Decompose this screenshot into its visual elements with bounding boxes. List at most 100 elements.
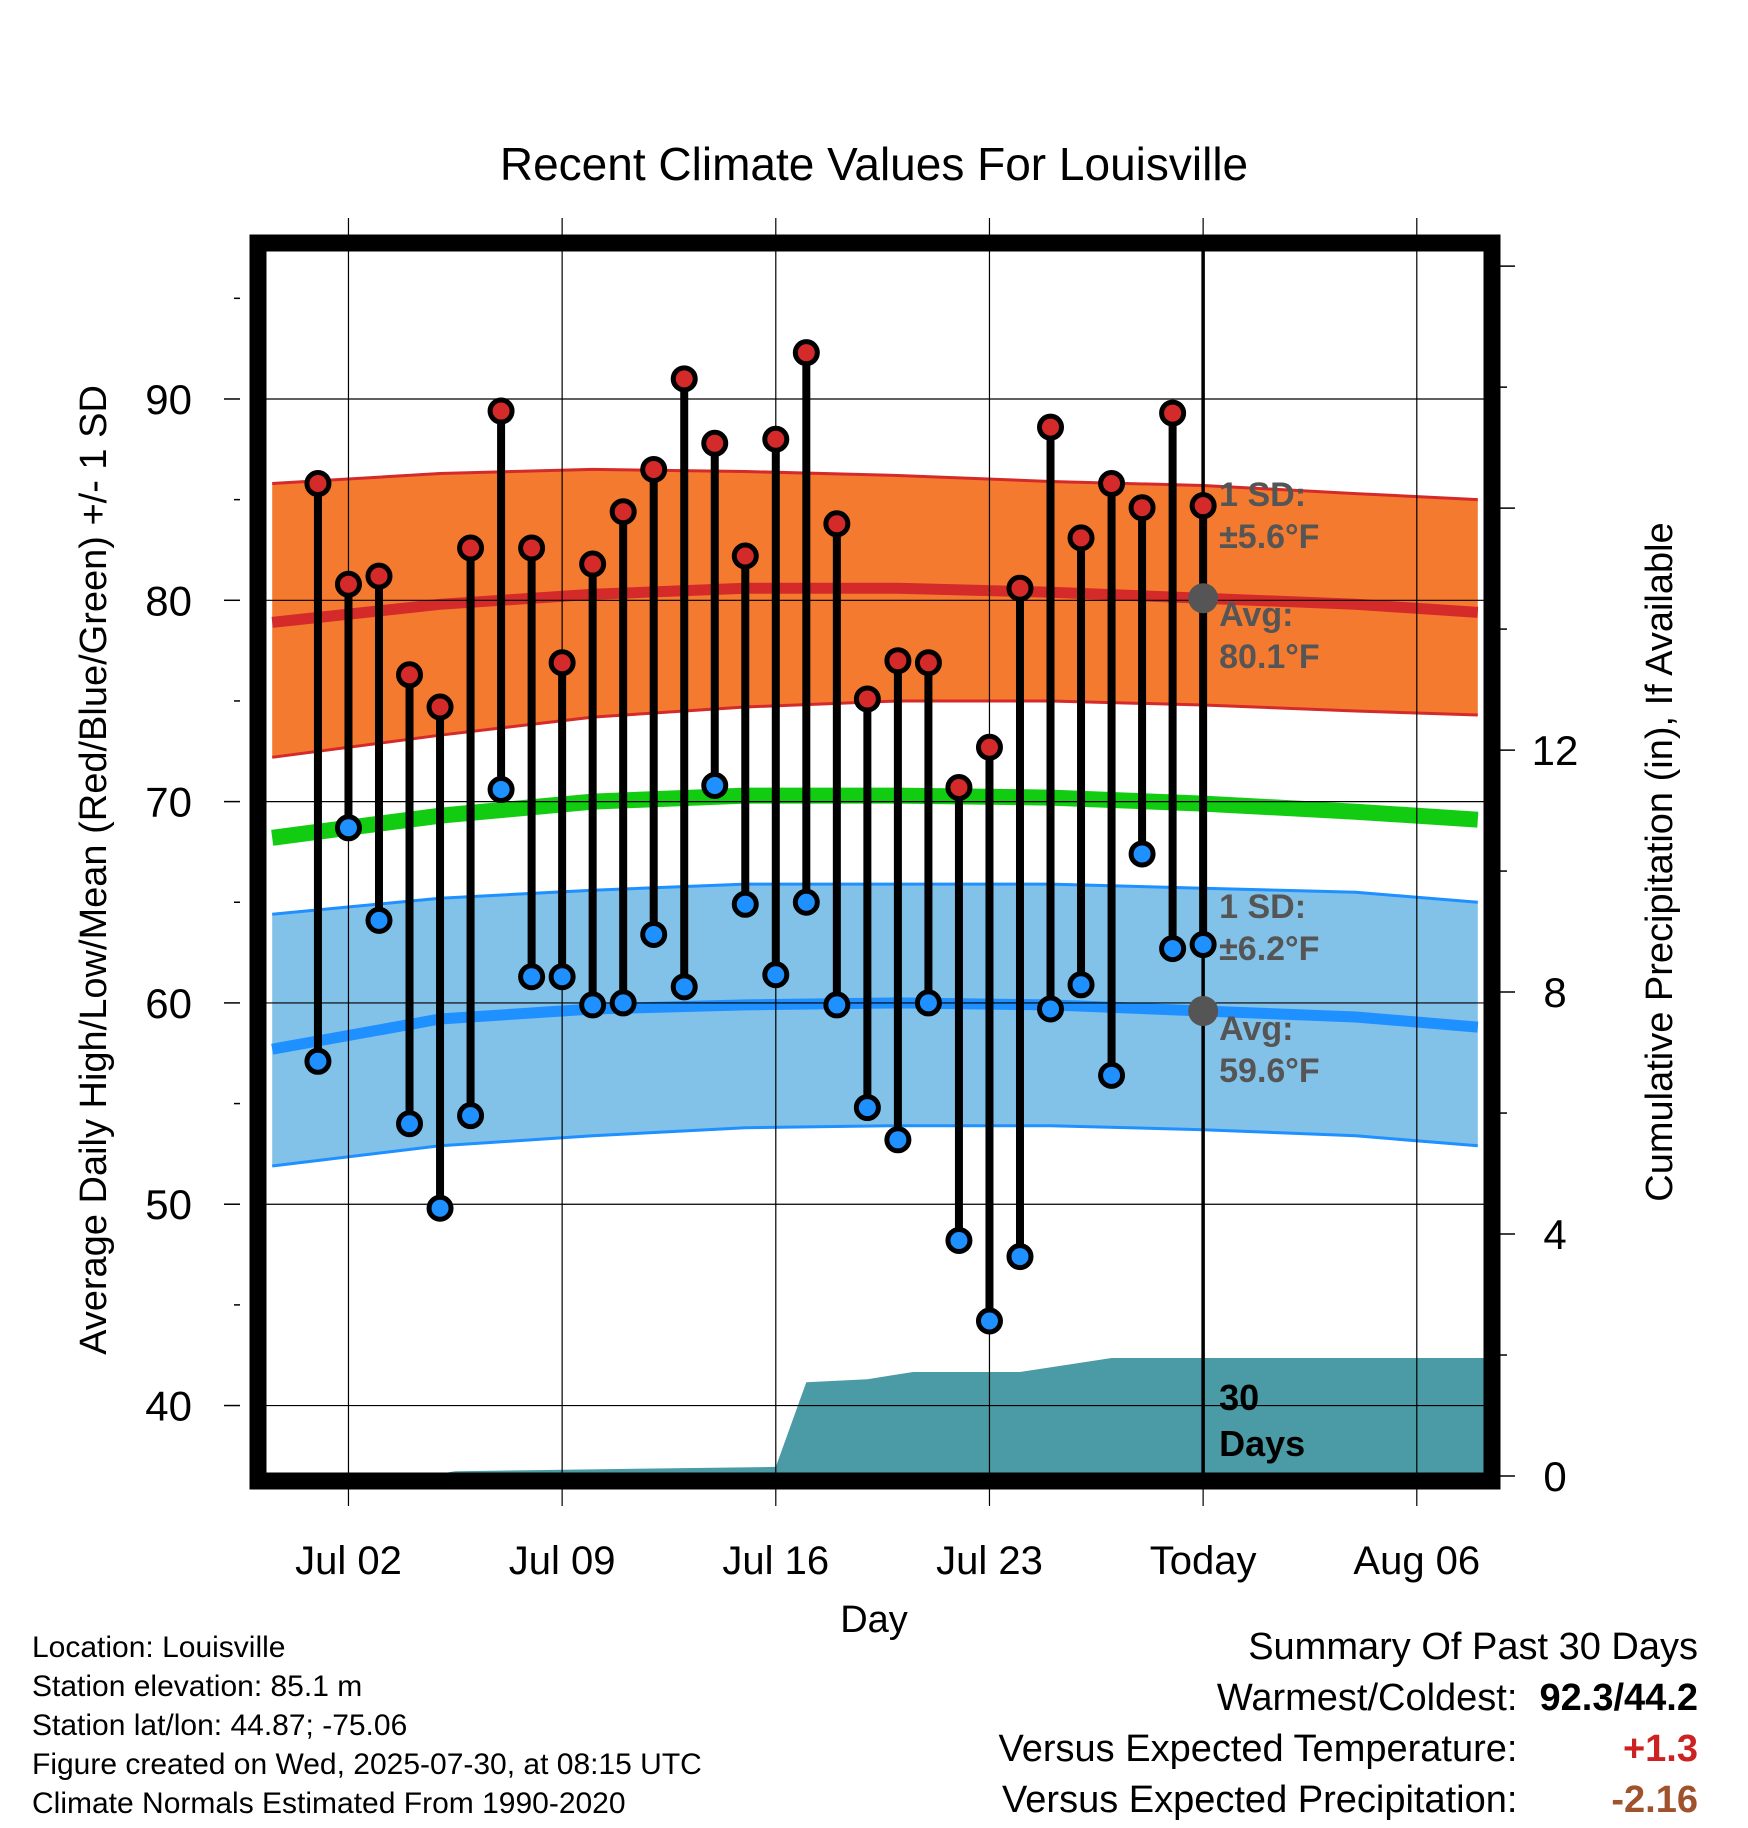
low-avg-label: Avg:: [1219, 1010, 1293, 1048]
precip-area: [263, 1358, 1487, 1476]
plot-frame: [249, 234, 1501, 1490]
y-tick-label-left: 70: [145, 779, 192, 826]
temp-departure-label: Versus Expected Temperature:: [998, 1728, 1518, 1770]
y-tick-label-right: 0: [1543, 1453, 1566, 1500]
precip-departure-value: -2.16: [1611, 1779, 1698, 1821]
daily-low-point: [457, 1102, 485, 1130]
high-sd-band-upper-edge: [272, 467, 1478, 502]
daily-low-point: [1037, 995, 1065, 1023]
daily-high-point: [975, 733, 1003, 761]
daily-high-point: [640, 455, 668, 483]
daily-high-point: [487, 397, 515, 425]
y-tick-label-left: 90: [145, 376, 192, 423]
summary-precip: Versus Expected Precipitation: -2.16: [999, 1775, 1698, 1826]
daily-low-point: [1159, 935, 1187, 963]
daily-high-point: [365, 562, 393, 590]
warm-cold-value: 92.3/44.2: [1539, 1677, 1698, 1719]
daily-high-point: [426, 693, 454, 721]
daily-high-point: [548, 649, 576, 677]
daily-high-point: [579, 550, 607, 578]
info-created: Figure created on Wed, 2025-07-30, at 08…: [32, 1748, 702, 1781]
daily-high-point: [396, 661, 424, 689]
daily-high-point: [1159, 399, 1187, 427]
low-avg-value: 59.6°F: [1219, 1052, 1320, 1090]
daily-high-point: [731, 542, 759, 570]
chart-title: Recent Climate Values For Louisville: [500, 138, 1248, 190]
x-tick-label: Jul 09: [509, 1539, 616, 1583]
daily-high-point: [1128, 494, 1156, 522]
daily-high-point: [823, 510, 851, 538]
daily-high-point: [304, 470, 332, 498]
summary-temp: Versus Expected Temperature: +1.3: [999, 1724, 1698, 1775]
daily-low-point: [609, 989, 637, 1017]
x-tick-label: Aug 06: [1353, 1539, 1480, 1583]
x-tick-label: Today: [1150, 1539, 1257, 1583]
daily-high-point: [609, 498, 637, 526]
y-axis-label-right: Cumulative Precipitation (in), If Availa…: [1639, 522, 1681, 1201]
warm-cold-label: Warmest/Coldest:: [1216, 1677, 1518, 1719]
info-location: Location: Louisville: [32, 1631, 286, 1664]
daily-low-point: [792, 888, 820, 916]
high-avg-value: 80.1°F: [1219, 638, 1320, 676]
daily-low-point: [304, 1047, 332, 1075]
daily-high-point: [1189, 492, 1217, 520]
low-sd-band: [272, 884, 1478, 1166]
y-axis-label-left: Average Daily High/Low/Mean (Red/Blue/Gr…: [73, 385, 115, 1355]
summary-warm-cold: Warmest/Coldest: 92.3/44.2: [999, 1673, 1698, 1724]
info-normals: Climate Normals Estimated From 1990-2020: [32, 1787, 626, 1820]
daily-high-point: [1037, 413, 1065, 441]
daily-low-point: [1189, 931, 1217, 959]
daily-high-point: [670, 365, 698, 393]
daily-high-point: [1067, 524, 1095, 552]
y-tick-label-left: 60: [145, 980, 192, 1027]
daily-high-point: [884, 647, 912, 675]
daily-low-point: [884, 1126, 912, 1154]
daily-low-point: [365, 906, 393, 934]
temp-departure-value: +1.3: [1622, 1728, 1698, 1770]
y-tick-label-left: 80: [145, 577, 192, 624]
daily-high-point: [762, 425, 790, 453]
daily-low-point: [426, 1194, 454, 1222]
daily-low-point: [914, 989, 942, 1017]
y-tick-label-right: 12: [1532, 727, 1579, 774]
avg-high-line: [271, 582, 1479, 628]
high-avg-label: Avg:: [1219, 596, 1293, 634]
daily-high-point: [518, 534, 546, 562]
daily-low-point: [701, 772, 729, 800]
daily-high-point: [457, 534, 485, 562]
y-tick-label-left: 40: [145, 1383, 192, 1430]
info-latlon: Station lat/lon: 44.87; -75.06: [32, 1709, 408, 1742]
summary-panel: Summary Of Past 30 Days Warmest/Coldest:…: [999, 1622, 1698, 1826]
y-tick-label-left: 50: [145, 1181, 192, 1228]
daily-high-point: [792, 339, 820, 367]
daily-high-point: [701, 429, 729, 457]
daily-low-point: [762, 961, 790, 989]
station-info: Location: Louisville Station elevation: …: [32, 1628, 702, 1823]
daily-high-point: [1098, 470, 1126, 498]
today-high-avg-marker: [1188, 583, 1219, 614]
x-axis-label: Day: [840, 1599, 908, 1641]
low-sd-label: 1 SD:: [1219, 888, 1306, 926]
daily-low-point: [1098, 1061, 1126, 1089]
y-tick-label-right: 4: [1543, 1211, 1566, 1258]
daily-low-point: [823, 991, 851, 1019]
daily-low-point: [548, 963, 576, 991]
daily-low-point: [640, 920, 668, 948]
daily-low-point: [1067, 971, 1095, 999]
period-label-number: 30: [1219, 1377, 1259, 1418]
daily-low-point: [670, 973, 698, 1001]
today-low-avg-marker: [1188, 995, 1219, 1026]
x-tick-label: Jul 23: [936, 1539, 1043, 1583]
high-sd-label: 1 SD:: [1219, 476, 1306, 514]
daily-low-point: [487, 776, 515, 804]
precip-departure-label: Versus Expected Precipitation:: [1002, 1779, 1518, 1821]
daily-high-point: [914, 649, 942, 677]
y-tick-label-right: 8: [1543, 969, 1566, 1016]
daily-low-point: [1128, 840, 1156, 868]
daily-low-point: [396, 1110, 424, 1138]
daily-low-point: [731, 890, 759, 918]
daily-high-point: [853, 685, 881, 713]
x-tick-label: Jul 16: [722, 1539, 829, 1583]
daily-low-point: [1006, 1243, 1034, 1271]
